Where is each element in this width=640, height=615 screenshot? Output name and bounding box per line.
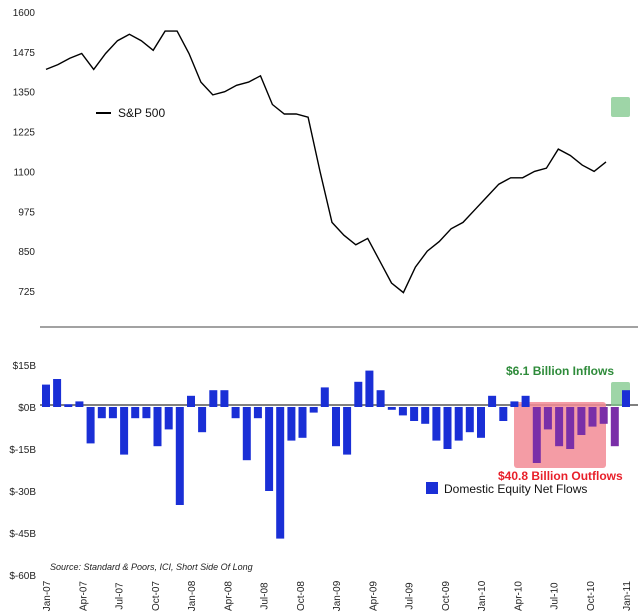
flow-bar xyxy=(488,395,497,407)
flows-y-tick: $-45B xyxy=(9,529,36,540)
sp500-y-tick: 850 xyxy=(18,247,35,258)
x-axis-label: Oct-07 xyxy=(151,581,162,611)
flow-bar xyxy=(108,407,117,419)
flow-bar xyxy=(532,407,541,463)
flow-bar xyxy=(309,407,318,413)
x-axis-label: Jul-09 xyxy=(405,582,416,610)
source-note: Source: Standard & Poors, ICI, Short Sid… xyxy=(50,562,253,572)
x-axis-label: Oct-09 xyxy=(441,581,452,611)
flow-bar xyxy=(86,407,95,444)
flow-bar xyxy=(175,407,184,505)
flow-bar xyxy=(142,407,151,419)
x-axis-label: Jan-11 xyxy=(622,581,633,611)
x-axis-label: Jul-07 xyxy=(115,582,126,610)
flow-bar xyxy=(410,407,419,421)
flows-y-tick: $-15B xyxy=(9,445,36,456)
flow-bar xyxy=(164,407,173,430)
flow-bar xyxy=(253,407,262,419)
flow-bar xyxy=(521,395,530,407)
flow-bar xyxy=(298,407,307,438)
x-axis-label: Jan-10 xyxy=(477,580,488,611)
sp500-y-tick: 975 xyxy=(18,207,35,218)
x-axis-labels: Jan-07 Apr-07 Jul-07 Oct-07 Jan-08 Apr-08 Jul-… xyxy=(42,580,633,611)
flows-legend-swatch xyxy=(426,482,438,494)
flow-bar xyxy=(209,390,218,407)
flows-y-tick: $15B xyxy=(13,361,37,372)
flow-bar xyxy=(376,390,385,407)
flow-bar xyxy=(387,407,396,410)
flows-y-axis: $15B $0B $-15B $-30B $-45B $-60B xyxy=(9,361,36,582)
sp500-y-tick: 1350 xyxy=(13,88,36,99)
flow-bar xyxy=(320,387,329,407)
flow-bar xyxy=(276,407,285,539)
flows-bars xyxy=(42,370,630,539)
flows-y-tick: $-30B xyxy=(9,487,36,498)
flow-bar xyxy=(220,390,229,407)
x-axis-label: Jan-09 xyxy=(332,580,343,611)
x-axis-label: Apr-10 xyxy=(513,581,524,611)
flow-bar xyxy=(555,407,564,447)
sp500-y-tick: 1475 xyxy=(13,48,36,59)
flow-bar xyxy=(566,407,575,449)
flow-bar xyxy=(577,407,586,435)
flow-bar xyxy=(231,407,240,419)
x-axis-label: Jul-08 xyxy=(260,582,271,610)
flows-y-tick: $-60B xyxy=(9,571,36,582)
flow-bar xyxy=(454,407,463,441)
flow-bar xyxy=(343,407,352,455)
flow-bar xyxy=(265,407,274,491)
flow-bar xyxy=(332,407,340,447)
flow-bar xyxy=(477,407,485,438)
flow-bar xyxy=(75,401,84,407)
x-axis-label: Apr-08 xyxy=(223,581,234,611)
x-axis-label: Jan-07 xyxy=(42,580,53,611)
sp500-line xyxy=(45,30,607,294)
flow-bar xyxy=(610,407,619,447)
inflows-annotation: $6.1 Billion Inflows xyxy=(506,364,614,378)
sp500-y-axis: 1600 1475 1350 1225 1100 975 850 725 xyxy=(13,8,36,298)
inflow-highlight-box xyxy=(611,97,630,117)
x-axis-label: Jul-10 xyxy=(550,582,561,610)
flow-bar xyxy=(198,407,207,433)
flow-bar xyxy=(622,390,630,407)
flow-bar xyxy=(242,407,251,461)
flow-bar xyxy=(287,407,296,441)
sp500-y-tick: 725 xyxy=(18,287,35,298)
flow-bar xyxy=(398,407,407,416)
sp500-legend-label: S&P 500 xyxy=(118,106,165,120)
flows-legend-label: Domestic Equity Net Flows xyxy=(444,482,587,496)
flow-bar xyxy=(465,407,474,433)
flow-bar xyxy=(543,407,552,430)
flow-bar xyxy=(510,401,519,407)
flow-bar xyxy=(599,407,608,424)
sp500-y-tick: 1100 xyxy=(13,167,35,178)
x-axis-label: Apr-07 xyxy=(78,581,89,611)
outflows-annotation: $40.8 Billion Outflows xyxy=(498,469,623,483)
flow-bar xyxy=(64,404,73,407)
flow-bar xyxy=(153,407,162,447)
flow-bar xyxy=(588,407,597,427)
x-axis-label: Oct-10 xyxy=(586,581,597,611)
flow-bar xyxy=(187,395,195,407)
flow-bar xyxy=(421,407,430,424)
flow-bar xyxy=(499,407,508,421)
flow-bar xyxy=(131,407,140,419)
sp500-y-tick: 1225 xyxy=(13,128,36,139)
x-axis-label: Apr-09 xyxy=(368,581,379,611)
flow-bar xyxy=(42,384,50,407)
flow-bar xyxy=(443,407,452,449)
x-axis-label: Oct-08 xyxy=(296,581,307,611)
flows-y-tick: $0B xyxy=(18,403,36,414)
x-axis-label: Jan-08 xyxy=(187,580,198,611)
flow-bar xyxy=(354,381,363,407)
sp500-y-tick: 1600 xyxy=(13,8,36,19)
flow-bar xyxy=(53,379,62,407)
flow-bar xyxy=(365,370,374,407)
flow-bar xyxy=(432,407,441,441)
flow-bar xyxy=(120,407,129,455)
flow-bar xyxy=(97,407,106,419)
